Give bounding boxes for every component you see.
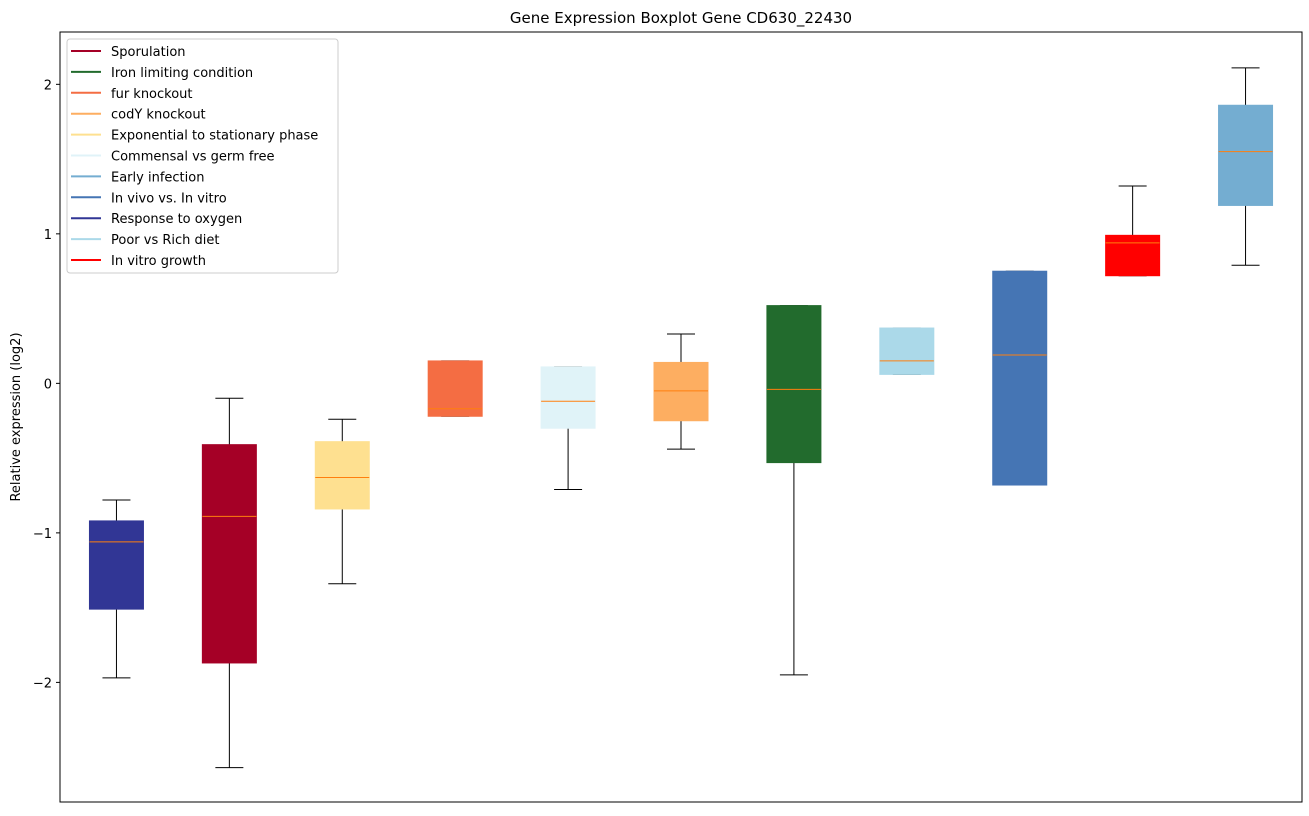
box-body [1105,234,1161,277]
legend: Sporulation Iron limiting condition fur kn… [66,38,339,274]
box-11 [1218,67,1274,266]
legend-label: Exponential to stationary phase [111,129,318,144]
box-body [653,361,709,422]
legend-label: Poor vs Rich diet [111,233,219,248]
chart-title: Gene Expression Boxplot Gene CD630_22430 [510,9,852,28]
legend-item: Commensal vs germ free [71,150,274,165]
box-body [314,441,370,510]
legend-item: In vitro growth [71,254,206,269]
y-tick-label: 0 [44,377,52,392]
legend-item: In vivo vs. In vitro [71,191,227,206]
legend-label: codY knockout [111,108,206,123]
legend-label: fur knockout [111,87,193,102]
box-body [540,366,596,429]
box-2 [201,397,257,769]
box-5 [540,366,596,491]
y-axis-label: Relative expression (log2) [9,332,24,501]
legend-item: codY knockout [71,108,206,123]
legend-frame [66,38,339,274]
legend-label: Sporulation [111,45,186,60]
legend-item: Poor vs Rich diet [71,233,219,248]
legend-item: Iron limiting condition [71,66,253,81]
legend-item: Exponential to stationary phase [71,129,318,144]
box-9 [992,270,1048,486]
box-body [992,270,1048,486]
box-body [879,327,935,375]
legend-item: Sporulation [71,45,186,60]
legend-item: Response to oxygen [71,212,242,227]
legend-item: Early infection [71,170,204,185]
box-3 [314,418,370,585]
box-body [427,360,483,417]
box-body [201,444,257,664]
legend-label: Response to oxygen [111,212,242,227]
legend-label: Iron limiting condition [111,66,253,81]
legend-label: In vivo vs. In vitro [111,191,227,206]
y-tick-label: 1 [44,228,52,243]
box-body [88,520,144,610]
legend-label: Commensal vs germ free [111,150,274,165]
y-tick-label: −1 [33,527,52,542]
legend-item: fur knockout [71,87,193,102]
y-axis: −2 −1 0 1 2 [33,78,60,691]
box-8 [879,327,935,375]
box-7 [766,305,822,676]
plot-frame [59,31,1303,803]
y-tick-label: −2 [33,676,52,691]
box-10 [1105,185,1161,277]
y-tick-label: 2 [44,78,52,93]
box-6 [653,333,709,450]
box-4 [427,360,483,417]
legend-label: Early infection [111,170,204,185]
box-body [1218,104,1274,206]
box-body [766,305,822,464]
legend-label: In vitro growth [111,254,206,269]
boxes-layer [88,67,1274,769]
box-1 [88,499,144,679]
